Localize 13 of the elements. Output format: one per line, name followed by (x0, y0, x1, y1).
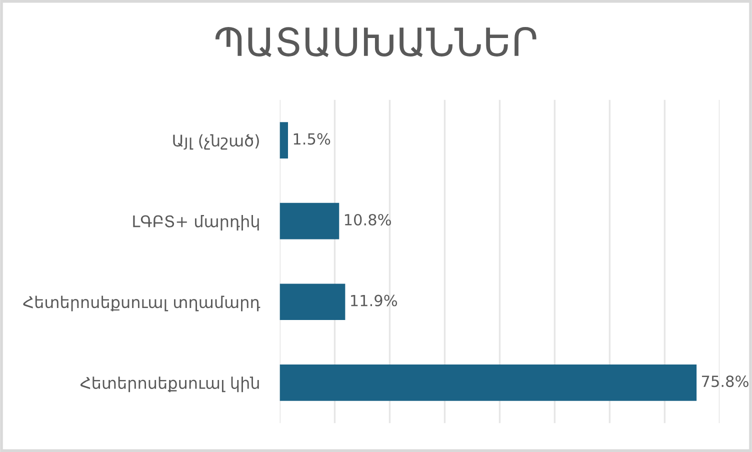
bar (280, 122, 288, 158)
data-label: 75.8% (702, 376, 748, 388)
bar (280, 202, 340, 240)
data-label: 1.5% (294, 133, 330, 145)
y-tick-label: Այլ (չնշած) (173, 134, 259, 150)
y-tick-label: Հետերոսեքսուալ կին (80, 376, 259, 392)
chart-title: ՊԱՏԱՍԽԱՆՆԵՐ (216, 27, 536, 58)
data-label: 11.9% (351, 294, 398, 306)
data-label: 10.8% (344, 214, 391, 226)
bar (280, 364, 697, 401)
y-tick-label: ԼԳԲՏ+ մարդիկ (133, 215, 259, 230)
y-tick-label: Հետերոսեքսուալ տղամարդ (23, 296, 260, 312)
bar (280, 284, 346, 320)
